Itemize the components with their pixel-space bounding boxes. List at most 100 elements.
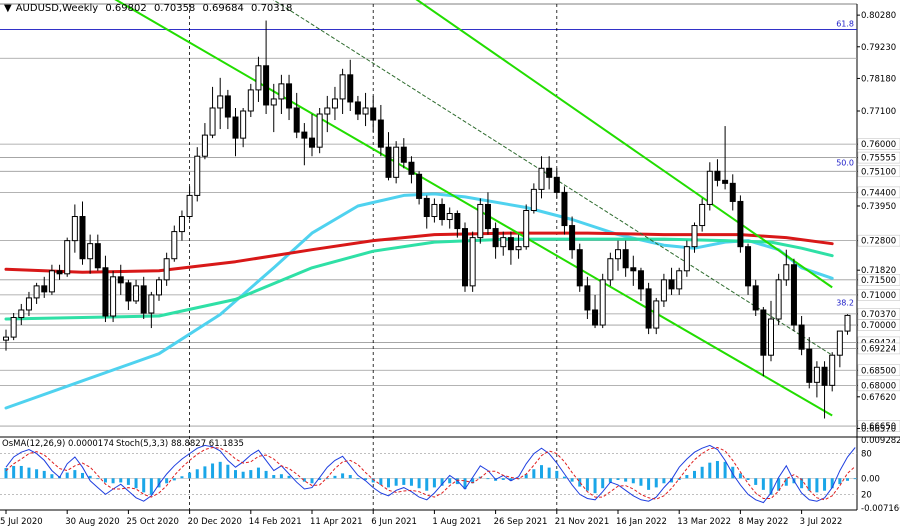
candle-bull xyxy=(775,279,782,320)
candle-bear xyxy=(790,264,797,326)
candle-bear xyxy=(592,309,599,326)
candle-bear xyxy=(645,288,652,329)
osma-bar xyxy=(807,478,811,491)
candle-bull xyxy=(33,285,40,299)
osma-bar xyxy=(256,467,260,479)
candle-bear xyxy=(630,267,637,272)
time-tick-label: 16 Jan 2022 xyxy=(616,517,667,527)
osma-bar xyxy=(608,478,612,483)
candle-bull xyxy=(683,246,690,272)
osma-bar xyxy=(195,469,199,479)
osma-bar xyxy=(295,478,299,480)
price-tick-label: 0.72800 xyxy=(861,237,896,247)
candle-bear xyxy=(492,228,499,248)
candle-bull xyxy=(515,246,522,251)
osma-bar xyxy=(486,478,490,480)
osma-bar xyxy=(662,478,666,484)
time-tick-label: 30 Aug 2020 xyxy=(65,517,119,527)
candle-bull xyxy=(431,203,438,218)
osma-bar xyxy=(241,471,245,479)
candle-bear xyxy=(416,173,423,199)
osma-bar xyxy=(50,474,54,479)
price-tick-label: 0.75100 xyxy=(861,167,896,177)
osma-bar xyxy=(647,478,651,490)
osma-axis-label: -0.007166 xyxy=(861,504,900,514)
osma-bar xyxy=(302,478,306,482)
osma-bar xyxy=(188,472,192,479)
candle-bear xyxy=(263,65,270,106)
candle-bear xyxy=(286,83,293,109)
fibonacci-levels: 61.8 50.0 38.2 xyxy=(0,20,857,307)
osma-bar xyxy=(142,478,146,493)
osma-bar xyxy=(578,478,582,487)
candle-bull xyxy=(530,188,537,211)
osma-bar xyxy=(180,476,184,479)
stoch-axis-label: 80 xyxy=(861,450,872,460)
candle-bull xyxy=(324,107,331,115)
price-tick-label: 0.80280 xyxy=(861,11,896,21)
candle-bear xyxy=(760,309,767,356)
channel-line xyxy=(415,0,833,289)
candle-bull xyxy=(255,65,262,91)
candle-bull xyxy=(178,216,185,233)
osma-bar xyxy=(157,478,161,488)
chart-header: ▼ AUDUSD,Weekly 0.69802 0.70358 0.69684 0… xyxy=(4,3,296,14)
price-tag xyxy=(857,234,900,247)
candle-bear xyxy=(301,131,308,139)
horizontal-levels xyxy=(0,29,857,427)
price-tag xyxy=(857,274,900,286)
price-tag xyxy=(857,319,900,331)
osma-bar xyxy=(815,478,819,493)
candle-bull xyxy=(660,279,667,302)
candle-bear xyxy=(370,107,377,121)
osma-bar xyxy=(249,470,253,479)
symbol-label: AUDUSD,Weekly xyxy=(15,3,99,14)
osma-bar xyxy=(846,478,849,481)
candle-bull xyxy=(10,317,17,338)
fib-label: 50.0 xyxy=(836,158,854,167)
candle-bull xyxy=(676,270,683,290)
open-value: 0.69802 xyxy=(105,3,147,14)
osma-bar xyxy=(287,475,291,479)
osma-bar xyxy=(448,478,452,484)
time-axis: 5 Jul 2020 30 Aug 2020 25 Oct 2020 20 Dec 2… xyxy=(0,510,842,527)
osma-bar xyxy=(119,478,123,483)
osma-bar xyxy=(341,473,345,479)
osma-bar xyxy=(371,478,375,483)
osma-bar xyxy=(226,464,230,479)
osma-bar xyxy=(685,475,689,479)
candle-bull xyxy=(148,294,155,314)
candle-bear xyxy=(41,285,48,293)
osma-bar xyxy=(356,478,360,480)
osma-axis-label: 0.009282 xyxy=(861,436,900,446)
price-tick-label: 0.75555 xyxy=(861,154,896,164)
candle-bear xyxy=(484,203,491,230)
price-tick-label: 0.78180 xyxy=(861,74,896,84)
candle-bull xyxy=(339,74,346,100)
price-tick-label: 0.71000 xyxy=(861,291,896,301)
price-tick-label: 0.76000 xyxy=(861,140,896,150)
candle-bull xyxy=(523,209,530,248)
osma-bar xyxy=(624,478,628,482)
osma-bar xyxy=(96,478,100,480)
candle-bull xyxy=(201,134,208,157)
candle-bull xyxy=(607,258,614,281)
osma-bar xyxy=(754,478,758,485)
osma-bar xyxy=(654,478,658,488)
candle-bear xyxy=(117,276,124,284)
osma-bar xyxy=(65,472,69,479)
osma-bar xyxy=(394,478,398,486)
candle-bull xyxy=(171,231,178,260)
osma-bar xyxy=(723,461,727,479)
candle-bear xyxy=(507,237,514,251)
price-tick-label: 0.66570 xyxy=(861,424,896,434)
candle-bull xyxy=(110,276,117,317)
candle-bull xyxy=(217,95,224,109)
candle-bear xyxy=(423,197,430,218)
time-tick-label: 5 Jul 2020 xyxy=(0,517,43,527)
time-tick-label: 6 Jun 2021 xyxy=(371,517,417,527)
candle-bear xyxy=(752,285,759,311)
candle-bull xyxy=(829,354,836,386)
osma-bar xyxy=(218,461,222,479)
osma-axis-label: 0.00 xyxy=(861,474,880,484)
